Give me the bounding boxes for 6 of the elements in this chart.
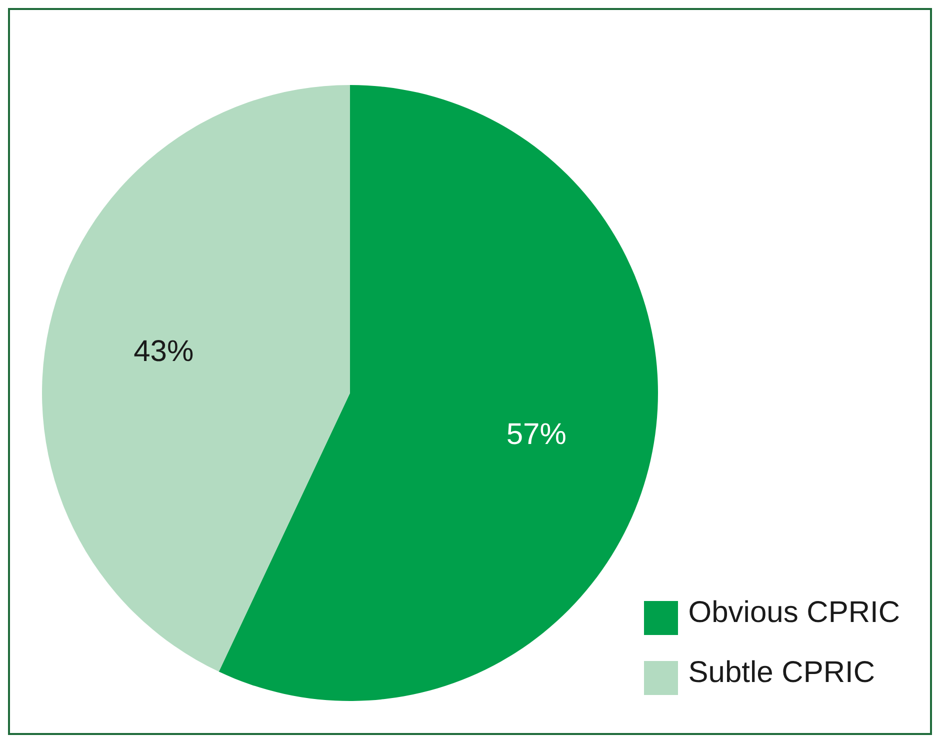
pie-slice (42, 85, 350, 672)
data-label: 43% (134, 334, 194, 368)
data-label: 57% (506, 418, 566, 452)
legend-label: Subtle CPRIC (688, 656, 876, 689)
pie-slice (218, 85, 658, 701)
legend-label: Obvious CPRIC (688, 596, 900, 629)
